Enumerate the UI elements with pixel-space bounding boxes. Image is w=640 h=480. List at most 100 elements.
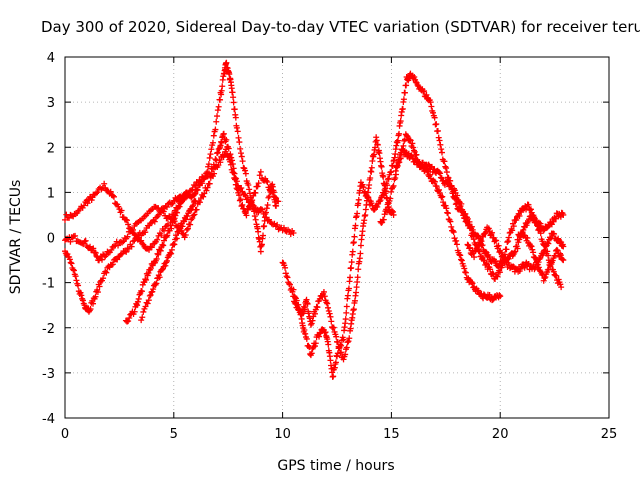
data-point <box>90 300 97 307</box>
data-point <box>107 188 114 195</box>
data-point <box>249 201 256 208</box>
data-point <box>168 250 175 257</box>
data-point <box>148 289 155 296</box>
data-point <box>454 192 461 199</box>
data-point <box>494 273 501 280</box>
data-point <box>388 188 395 195</box>
data-point <box>344 339 351 346</box>
data-point <box>144 300 151 307</box>
data-point <box>442 202 449 209</box>
data-point <box>214 107 221 114</box>
data-point <box>439 193 446 200</box>
data-point <box>108 247 115 254</box>
data-point <box>232 114 239 121</box>
data-point <box>493 237 500 244</box>
data-point <box>351 233 358 240</box>
data-point <box>485 225 492 232</box>
data-point <box>118 207 125 214</box>
data-point <box>482 248 489 255</box>
data-point <box>360 184 367 191</box>
data-point <box>452 201 459 208</box>
data-point <box>307 321 314 328</box>
data-point <box>535 264 542 271</box>
data-point <box>242 192 249 199</box>
data-point <box>496 269 503 276</box>
series-track-10 <box>464 224 567 275</box>
data-point <box>82 237 89 244</box>
data-point <box>220 130 227 137</box>
data-point <box>410 147 417 154</box>
data-point <box>489 296 496 303</box>
data-point <box>436 137 443 144</box>
data-point <box>345 285 352 292</box>
data-point <box>410 144 417 151</box>
data-point <box>239 158 246 165</box>
data-point <box>344 292 351 299</box>
data-point <box>438 146 445 153</box>
data-point <box>173 235 180 242</box>
data-point <box>168 225 175 232</box>
data-point <box>128 243 135 250</box>
data-point <box>352 222 359 229</box>
data-point <box>286 280 293 287</box>
data-point <box>196 199 203 206</box>
data-point <box>77 289 84 296</box>
data-point <box>343 344 350 351</box>
data-point <box>456 251 463 258</box>
data-point <box>81 202 88 209</box>
data-point <box>330 324 337 331</box>
data-point <box>156 274 163 281</box>
data-point <box>190 202 197 209</box>
data-point <box>447 218 454 225</box>
data-point <box>67 238 74 245</box>
y-axis-label: SDTVAR / TECUs <box>8 180 24 295</box>
data-point <box>236 139 243 146</box>
data-point <box>134 235 141 242</box>
data-point <box>252 189 259 196</box>
series-track-5 <box>138 197 199 324</box>
data-point <box>489 229 496 236</box>
data-point <box>217 96 224 103</box>
data-point <box>469 226 476 233</box>
data-point <box>390 182 397 189</box>
data-point <box>406 136 413 143</box>
data-point <box>179 230 186 237</box>
data-point <box>545 266 552 273</box>
data-point <box>350 306 357 313</box>
data-point <box>230 99 237 106</box>
data-point <box>407 137 414 144</box>
data-point <box>68 260 75 267</box>
data-point <box>257 248 264 255</box>
data-point <box>154 236 161 243</box>
data-point <box>384 204 391 211</box>
data-point <box>362 212 369 219</box>
data-point <box>340 336 347 343</box>
series-track-4 <box>122 189 190 325</box>
data-point <box>191 211 198 218</box>
data-point <box>346 335 353 342</box>
data-point <box>448 182 455 189</box>
data-point <box>384 182 391 189</box>
data-point <box>194 187 201 194</box>
data-point <box>150 286 157 293</box>
data-point <box>483 260 490 267</box>
data-point <box>234 128 241 135</box>
data-point <box>475 287 482 294</box>
data-point <box>168 246 175 253</box>
data-point <box>225 145 232 152</box>
data-point <box>308 350 315 357</box>
data-point <box>399 105 406 112</box>
data-point <box>171 241 178 248</box>
data-point <box>224 152 231 159</box>
data-point <box>477 237 484 244</box>
data-point <box>316 333 323 340</box>
data-point <box>311 343 318 350</box>
data-point <box>261 223 268 230</box>
data-point <box>255 180 262 187</box>
data-point <box>338 349 345 356</box>
data-point <box>524 235 531 242</box>
data-point <box>157 247 164 254</box>
data-point <box>134 302 141 309</box>
data-point <box>558 284 565 291</box>
data-point <box>286 281 293 288</box>
